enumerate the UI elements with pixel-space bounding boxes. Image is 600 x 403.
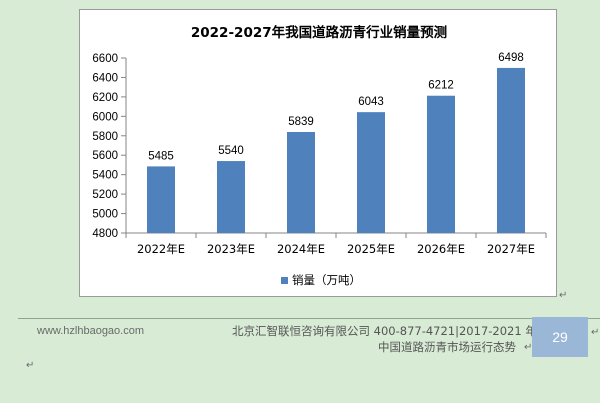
x-tick-label: 2024年E xyxy=(277,242,325,256)
x-tick-label: 2023年E xyxy=(207,242,255,256)
footer-company: 北京汇智联恒咨询有限公司 400-877-4721|2017-2021 年 xyxy=(232,324,537,338)
y-tick-label: 6000 xyxy=(92,111,118,123)
y-tick-label: 6400 xyxy=(92,72,118,84)
page-number-badge: 29 xyxy=(532,317,588,357)
footer-website: www.hzlhbaogao.com xyxy=(37,325,145,337)
chart-frame: 2022-2027年我国道路沥青行业销量预测 4800 5000 5200 5400 56… xyxy=(79,9,557,297)
x-tick-label: 2026年E xyxy=(417,242,465,256)
x-tick-label: 2022年E xyxy=(137,242,185,256)
y-tick-label: 5200 xyxy=(92,189,118,201)
return-mark-bottom: ↵ xyxy=(26,360,35,371)
page-number: 29 xyxy=(552,329,568,345)
bar xyxy=(497,67,525,233)
y-tick-label: 6200 xyxy=(92,92,118,104)
bar-value-label: 6498 xyxy=(498,52,524,64)
y-tick-label: 5000 xyxy=(92,209,118,221)
bar-value-label: 5485 xyxy=(148,150,174,162)
bar-value-label: 5839 xyxy=(288,116,314,128)
return-mark-chart: ↵ xyxy=(559,290,568,301)
x-tick-label: 2027年E xyxy=(487,242,535,256)
return-mark-footer: ↵ xyxy=(524,342,533,353)
y-tick-label: 4800 xyxy=(92,228,118,240)
bar-chart: 2022-2027年我国道路沥青行业销量预测 4800 5000 5200 5400 56… xyxy=(92,24,547,287)
bar-value-label: 5540 xyxy=(218,145,244,157)
y-tick-label: 5800 xyxy=(92,131,118,143)
x-tick-label: 2025年E xyxy=(347,242,395,256)
return-mark-page: ↵ xyxy=(591,327,600,338)
bar xyxy=(217,161,245,233)
legend-label: 销量（万吨） xyxy=(292,273,361,287)
y-tick-label: 5600 xyxy=(92,150,118,162)
legend-swatch xyxy=(281,277,288,284)
bar xyxy=(357,112,385,233)
footer-divider xyxy=(18,318,600,319)
y-tick-label: 6600 xyxy=(92,53,118,65)
bar xyxy=(147,166,175,233)
chart-title: 2022-2027年我国道路沥青行业销量预测 xyxy=(191,24,447,41)
bar-value-label: 6212 xyxy=(428,80,454,92)
bar xyxy=(287,131,315,233)
y-tick-label: 5400 xyxy=(92,170,118,182)
bar xyxy=(427,95,455,233)
bar-value-label: 6043 xyxy=(358,96,384,108)
footer-report-title: 中国道路沥青市场运行态势 xyxy=(378,340,516,354)
